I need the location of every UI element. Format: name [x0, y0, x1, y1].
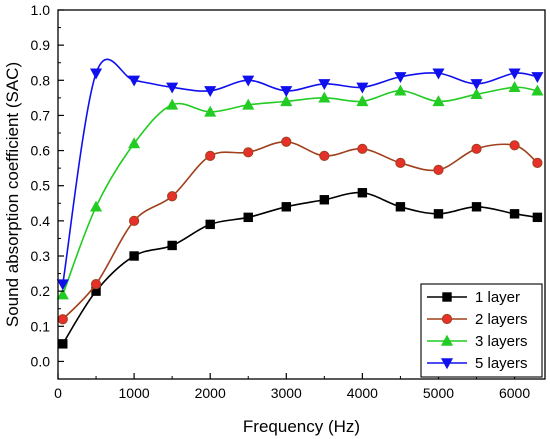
y-tick-label: 0.3 [31, 248, 51, 264]
data-point-two-layers-4000 [357, 143, 368, 154]
data-point-five-layers-1500 [166, 82, 179, 94]
y-tick-label: 1.0 [31, 2, 51, 18]
data-point-one-layer-2500 [243, 212, 253, 223]
data-point-one-layer-3000 [281, 202, 291, 212]
y-tick-label: 0.5 [31, 178, 51, 194]
data-point-five-layers-6300 [531, 72, 544, 84]
legend: 1 layer 2 layers 3 layers 5 layers [420, 283, 543, 378]
plot-frame [57, 9, 546, 380]
legend-label-five-layers: 5 layers [475, 355, 528, 372]
axes: 0 1000 2000 3000 4000 5000 6000 0.0 0.1 0.2 0.3 0.4… [3, 2, 546, 436]
data-point-three-layers-5500 [470, 88, 483, 100]
data-point-three-layers-3500 [318, 91, 331, 103]
legend-box [420, 283, 543, 378]
data-point-five-layers-4500 [394, 72, 407, 84]
y-tick-label: 0.8 [31, 72, 51, 88]
plot-area [56, 58, 544, 349]
legend-entry-two-layers: 2 layers [427, 311, 528, 328]
data-point-two-layers-5000 [433, 164, 444, 175]
data-point-five-layers-3000 [280, 86, 293, 98]
data-point-one-layer-1500 [167, 240, 177, 251]
data-point-two-layers-3500 [319, 150, 330, 161]
data-point-one-layer-3500 [319, 195, 330, 205]
data-point-two-layers-6000 [509, 140, 520, 151]
y-tick-label: 0.2 [31, 283, 51, 299]
data-point-one-layer-2000 [205, 219, 215, 230]
y-axis-title: Sound absorption coefficient (SAC) [3, 62, 22, 327]
data-point-two-layers-2000 [205, 150, 216, 161]
y-tick-label: 0.6 [31, 143, 51, 159]
data-point-three-layers-1500 [166, 98, 179, 110]
data-point-five-layers-63 [56, 279, 69, 291]
data-point-one-layer-5500 [471, 202, 482, 212]
data-point-five-layers-1000 [128, 75, 141, 87]
y-tick-label: 0.7 [31, 107, 51, 123]
series-two-layers [57, 136, 543, 325]
legend-entry-three-layers: 3 layers [427, 333, 528, 350]
legend-entry-one-layer: 1 layer [427, 289, 520, 306]
x-tick-label: 0 [54, 385, 62, 401]
data-point-one-layer-6300 [532, 212, 543, 223]
data-point-five-layers-6000 [508, 68, 521, 80]
data-point-five-layers-4000 [356, 82, 369, 94]
data-point-one-layer-4000 [357, 188, 368, 198]
data-point-two-layers-500 [90, 279, 102, 290]
data-point-three-layers-500 [89, 200, 103, 212]
y-tick-label: 0.9 [31, 37, 51, 53]
data-point-three-layers-1000 [128, 137, 141, 149]
y-tick-label: 0.4 [31, 213, 51, 229]
legend-entry-five-layers: 5 layers [427, 355, 528, 372]
x-axis-title: Frequency (Hz) [243, 417, 360, 436]
series-line-three-layers [62, 86, 538, 295]
data-point-three-layers-6000 [508, 81, 521, 93]
series-three-layers [56, 81, 544, 300]
data-point-two-layers-5500 [471, 143, 482, 154]
data-point-two-layers-4500 [395, 157, 406, 168]
x-tick-label: 3000 [271, 385, 302, 401]
data-point-five-layers-3500 [318, 79, 331, 91]
data-point-one-layer-1000 [129, 251, 139, 261]
data-point-three-layers-63 [56, 288, 69, 300]
data-point-three-layers-6300 [531, 84, 544, 96]
legend-label-one-layer: 1 layer [475, 289, 520, 306]
data-point-one-layer-6000 [509, 209, 520, 219]
data-point-two-layers-6300 [532, 157, 543, 168]
data-point-three-layers-2000 [204, 105, 217, 117]
x-tick-label: 4000 [347, 385, 378, 401]
data-point-three-layers-5000 [432, 95, 445, 107]
data-point-five-layers-5500 [470, 79, 483, 91]
data-point-three-layers-3000 [280, 95, 293, 107]
legend-marker-three-layers [440, 334, 454, 346]
data-point-one-layer-5000 [433, 209, 444, 219]
series-one-layer [58, 188, 543, 349]
y-tick-label: 0.1 [31, 318, 51, 334]
data-point-three-layers-4500 [394, 84, 407, 96]
data-point-two-layers-3000 [281, 136, 292, 147]
data-point-two-layers-63 [57, 314, 68, 325]
legend-marker-one-layer [442, 292, 452, 302]
data-point-two-layers-1000 [128, 215, 140, 226]
x-tick-label: 1000 [119, 385, 150, 401]
data-point-three-layers-4000 [356, 95, 369, 107]
legend-label-three-layers: 3 layers [475, 333, 528, 350]
data-point-five-layers-2000 [204, 86, 217, 98]
data-point-five-layers-500 [89, 68, 103, 80]
data-point-one-layer-4500 [395, 202, 406, 212]
legend-label-two-layers: 2 layers [475, 311, 528, 328]
data-point-two-layers-2500 [243, 147, 254, 158]
series-five-layers [56, 58, 544, 291]
data-point-two-layers-1500 [167, 191, 178, 202]
data-point-five-layers-2500 [242, 75, 255, 87]
x-tick-label: 5000 [423, 385, 454, 401]
legend-marker-five-layers [440, 358, 454, 370]
x-tick-label: 2000 [195, 385, 226, 401]
y-tick-label: 0.0 [31, 353, 51, 369]
data-point-five-layers-5000 [432, 68, 445, 80]
legend-marker-two-layers [441, 313, 453, 325]
x-tick-label: 6000 [499, 385, 530, 401]
series-line-five-layers [61, 58, 538, 285]
data-point-three-layers-2500 [242, 98, 255, 110]
